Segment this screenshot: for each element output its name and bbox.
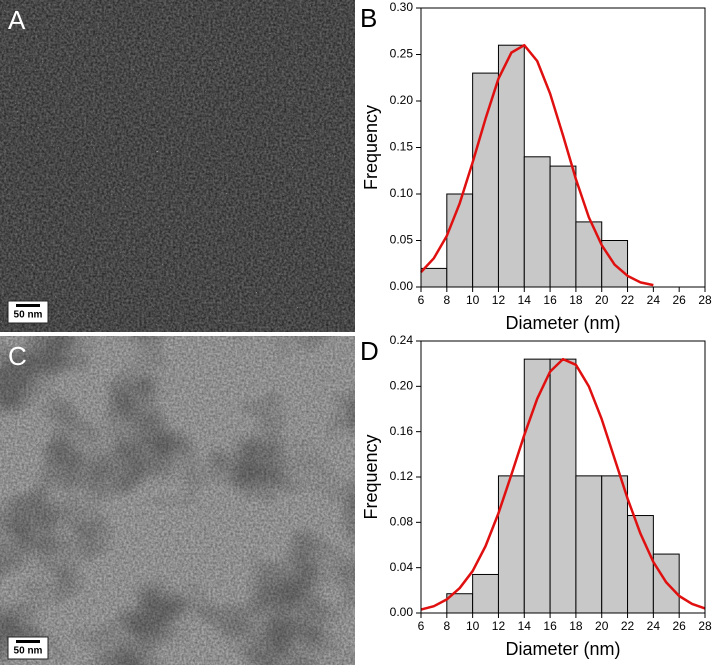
histogram-bar [497, 44, 525, 288]
scale-bar: 50 nm [7, 636, 49, 660]
panel-label: A [8, 5, 26, 35]
x-tick-label: 16 [543, 293, 557, 307]
histogram-bar [472, 573, 499, 614]
fit-curve [420, 357, 706, 611]
histogram-bar [523, 156, 551, 288]
scale-bar-label: 50 nm [14, 310, 43, 321]
x-tick-label: 12 [492, 293, 506, 307]
x-tick-label: 20 [595, 293, 609, 307]
histogram-bar [549, 165, 577, 288]
x-tick-label: 10 [466, 293, 480, 307]
y-tick-label: 0.05 [390, 233, 414, 247]
y-tick-label: 0.16 [390, 424, 414, 438]
histogram-bar [549, 358, 577, 614]
x-tick-label: 8 [443, 293, 450, 307]
x-tick-label: 14 [518, 619, 532, 633]
y-tick-label: 0.08 [390, 515, 414, 529]
scale-bar-label: 50 nm [14, 646, 43, 657]
y-tick-label: 0.20 [390, 93, 414, 107]
y-tick-label: 0.04 [390, 560, 414, 574]
x-tick-label: 10 [466, 619, 480, 633]
histogram-bar [472, 72, 499, 288]
x-tick-label: 24 [647, 619, 661, 633]
y-tick-label: 0.15 [390, 140, 414, 154]
x-tick-label: 28 [698, 293, 712, 307]
y-axis-title: Frequency [361, 434, 381, 519]
x-tick-label: 18 [569, 619, 583, 633]
x-tick-label: 26 [673, 293, 687, 307]
y-tick-label: 0.20 [390, 379, 414, 393]
fit-curve [420, 43, 654, 287]
histogram-bar [575, 221, 603, 288]
x-tick-label: 24 [647, 293, 661, 307]
scale-bar: 50 nm [7, 300, 49, 324]
y-tick-label: 0.12 [390, 469, 414, 483]
tem-image-c [0, 336, 355, 665]
histogram-bar [497, 475, 525, 614]
x-tick-label: 16 [543, 619, 557, 633]
x-tick-label: 26 [673, 619, 687, 633]
x-tick-label: 20 [595, 619, 609, 633]
panel-label: B [360, 3, 377, 33]
x-tick-label: 8 [443, 619, 450, 633]
y-tick-label: 0.10 [390, 186, 414, 200]
x-tick-label: 28 [698, 619, 712, 633]
x-tick-label: 22 [621, 619, 635, 633]
histogram-bar [446, 193, 474, 288]
y-tick-label: 0.30 [390, 0, 414, 14]
x-tick-label: 6 [418, 619, 425, 633]
histogram-bar [420, 267, 448, 288]
x-axis-title: Diameter (nm) [505, 313, 620, 333]
histogram-bar [575, 475, 603, 614]
tem-image-a [0, 0, 355, 332]
x-tick-label: 18 [569, 293, 583, 307]
panel-label: C [8, 341, 27, 371]
x-tick-label: 22 [621, 293, 635, 307]
y-tick-label: 0.24 [390, 333, 414, 347]
y-tick-label: 0.00 [390, 605, 414, 619]
x-tick-label: 12 [492, 619, 506, 633]
y-axis-title: Frequency [361, 105, 381, 190]
panel-label: D [360, 336, 379, 366]
x-axis-title: Diameter (nm) [505, 639, 620, 659]
x-tick-label: 14 [518, 293, 532, 307]
histogram-bar [601, 475, 629, 614]
x-tick-label: 6 [418, 293, 425, 307]
y-tick-label: 0.25 [390, 47, 414, 61]
y-tick-label: 0.00 [390, 279, 414, 293]
